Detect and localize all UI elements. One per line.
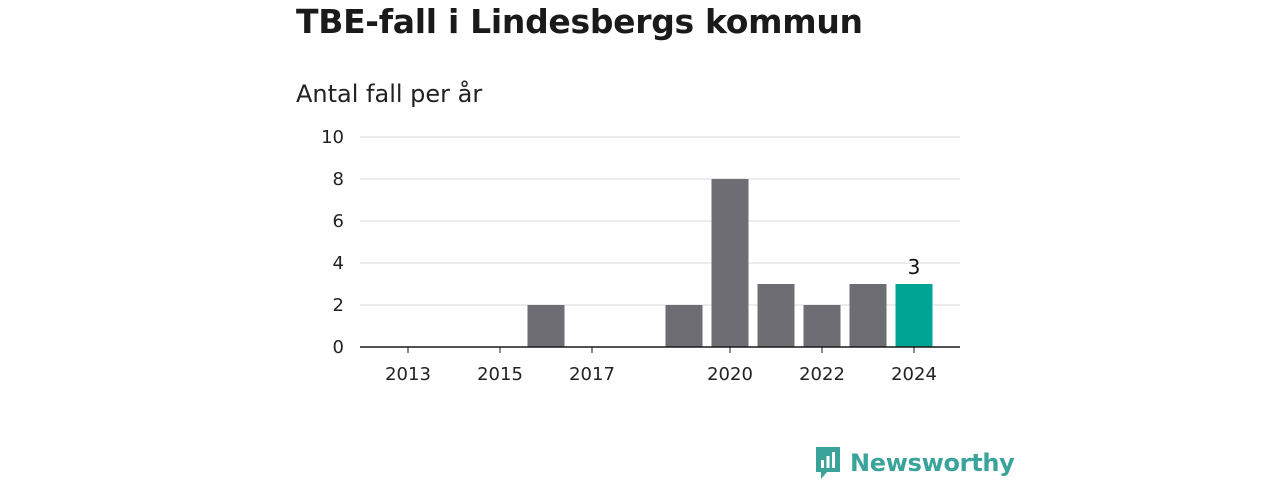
y-tick-label: 4 [333,253,344,274]
brand-name: Newsworthy [850,449,1015,477]
x-axis-labels: 2013 2015 2017 2020 2022 2024 [385,364,937,385]
y-tick-label: 0 [333,337,344,358]
bars [527,179,933,347]
bar-2019 [665,305,703,347]
x-tick-label: 2015 [477,364,523,385]
x-tick-label: 2024 [891,364,937,385]
bar-2020 [711,179,749,347]
x-tick-label: 2022 [799,364,845,385]
data-labels: 3 [908,255,921,279]
bar-2022 [803,305,841,347]
chart-subtitle: Antal fall per år [296,80,483,108]
data-label: 3 [908,255,921,279]
brand-logo: Newsworthy [814,446,1015,480]
y-tick-label: 6 [333,211,344,232]
x-tick-label: 2020 [707,364,753,385]
x-tick-label: 2017 [569,364,615,385]
bar-2023 [849,284,887,347]
bar-2021 [757,284,795,347]
x-tick-label: 2013 [385,364,431,385]
newsworthy-logo-icon [816,447,840,479]
y-axis-labels: 0 2 4 6 8 10 [321,127,344,358]
y-tick-label: 2 [333,295,344,316]
bar-2016 [527,305,565,347]
y-tick-label: 10 [321,127,344,148]
x-axis [360,346,960,353]
chart-title: TBE-fall i Lindesbergs kommun [296,2,863,41]
bar-2024 [895,284,933,347]
gridlines [360,136,960,306]
y-tick-label: 8 [333,169,344,190]
